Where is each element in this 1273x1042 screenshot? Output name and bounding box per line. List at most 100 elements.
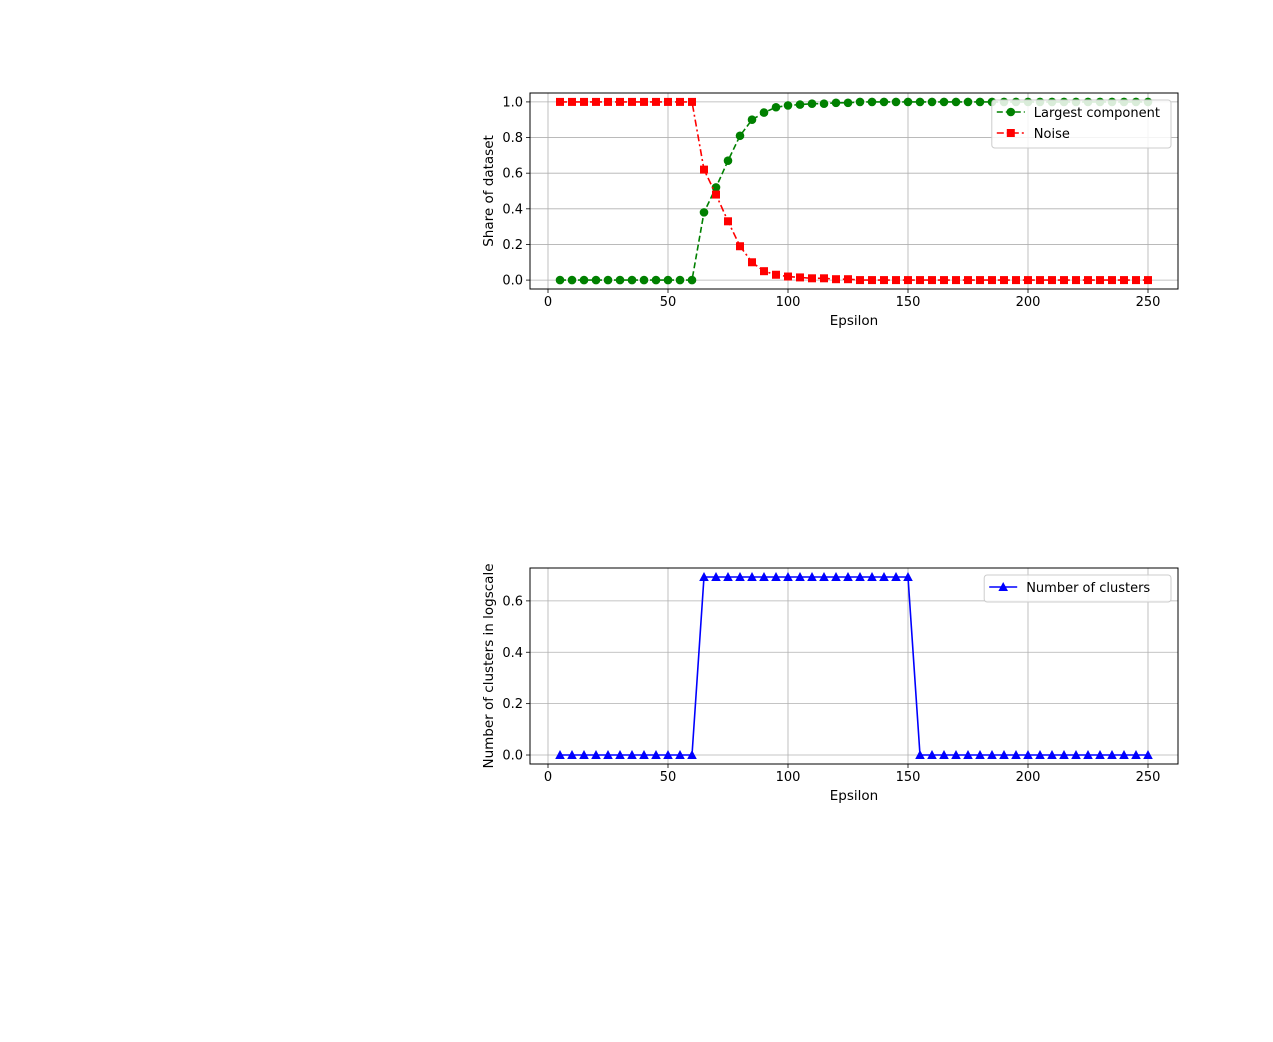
- data-point: [1047, 750, 1057, 760]
- data-point: [928, 276, 936, 285]
- data-point: [843, 98, 853, 108]
- y-tick-label: 0.6: [502, 594, 523, 609]
- data-point: [640, 97, 648, 106]
- data-point: [627, 275, 637, 285]
- data-point: [760, 267, 768, 276]
- data-point: [747, 571, 757, 581]
- data-point: [831, 571, 841, 581]
- data-point: [819, 99, 829, 108]
- data-point: [580, 97, 588, 106]
- x-tick-label: 50: [660, 770, 677, 785]
- data-point: [627, 750, 637, 760]
- legend-label: Noise: [1034, 127, 1070, 142]
- data-point: [1071, 750, 1081, 760]
- data-point: [1143, 750, 1153, 760]
- data-point: [1048, 276, 1056, 285]
- data-point: [568, 97, 576, 106]
- data-point: [711, 183, 721, 192]
- y-tick-label: 0.0: [502, 749, 523, 764]
- data-point: [759, 571, 769, 581]
- data-point: [1095, 750, 1105, 760]
- data-point: [687, 750, 697, 760]
- data-point: [628, 97, 636, 106]
- data-point: [915, 97, 925, 107]
- data-point: [819, 571, 829, 581]
- data-point: [1036, 276, 1044, 285]
- data-point: [784, 272, 792, 281]
- data-point: [987, 750, 997, 760]
- data-point: [892, 276, 900, 285]
- legend-box: [983, 574, 1172, 603]
- data-point: [603, 275, 613, 285]
- data-point: [891, 97, 901, 107]
- x-tick-label: 0: [544, 295, 552, 310]
- data-point: [651, 275, 661, 285]
- data-point: [927, 750, 937, 760]
- data-point: [1035, 750, 1045, 760]
- plot-frame: [529, 567, 1179, 765]
- data-point: [831, 98, 841, 108]
- data-point: [700, 165, 708, 174]
- data-point: [832, 275, 840, 284]
- data-point: [675, 275, 685, 285]
- data-point: [1083, 750, 1093, 760]
- data-point: [735, 131, 745, 141]
- data-point: [855, 97, 865, 107]
- data-point: [772, 270, 780, 279]
- data-point: [664, 97, 672, 106]
- plot-frame: [529, 92, 1179, 290]
- data-point: [939, 750, 949, 760]
- data-point: [796, 273, 804, 282]
- data-point: [1060, 276, 1068, 285]
- y-tick-label: 0.2: [502, 238, 523, 253]
- data-point: [711, 571, 721, 581]
- data-point: [999, 750, 1009, 760]
- data-point: [615, 275, 625, 285]
- data-point: [903, 571, 913, 581]
- data-point: [675, 750, 685, 760]
- data-point: [940, 276, 948, 285]
- x-tick-label: 250: [1136, 770, 1161, 785]
- x-tick-label: 150: [896, 770, 921, 785]
- legend-label: Number of clusters: [1026, 581, 1150, 596]
- data-point: [844, 275, 852, 284]
- data-point: [952, 276, 960, 285]
- data-point: [1023, 750, 1033, 760]
- data-point: [687, 275, 697, 285]
- data-point: [856, 276, 864, 285]
- data-point: [724, 217, 732, 226]
- x-tick-label: 250: [1136, 295, 1161, 310]
- data-point: [651, 750, 661, 760]
- data-point: [556, 97, 564, 106]
- data-point: [963, 750, 973, 760]
- data-point: [591, 750, 601, 760]
- data-point: [639, 275, 649, 285]
- series-line: [560, 101, 1148, 281]
- x-axis-label: Epsilon: [830, 788, 878, 804]
- data-point: [879, 97, 889, 107]
- data-point: [579, 750, 589, 760]
- data-point: [567, 750, 577, 760]
- legend-marker: [1006, 129, 1015, 137]
- data-point: [699, 571, 709, 581]
- data-point: [1120, 276, 1128, 285]
- data-point: [748, 258, 756, 267]
- y-tick-label: 1.0: [502, 95, 523, 110]
- data-point: [567, 275, 577, 285]
- y-axis-label: Number of clusters in logscale: [481, 563, 497, 768]
- data-point: [975, 750, 985, 760]
- y-tick-label: 0.8: [502, 131, 523, 146]
- data-point: [579, 275, 589, 285]
- data-point: [795, 571, 805, 581]
- legend-box: [991, 99, 1172, 149]
- data-point: [807, 99, 817, 108]
- data-point: [1000, 276, 1008, 285]
- data-point: [963, 97, 973, 107]
- data-point: [903, 97, 913, 107]
- data-point: [1107, 750, 1117, 760]
- data-point: [604, 97, 612, 106]
- data-point: [676, 97, 684, 106]
- data-point: [736, 242, 744, 251]
- data-point: [867, 571, 877, 581]
